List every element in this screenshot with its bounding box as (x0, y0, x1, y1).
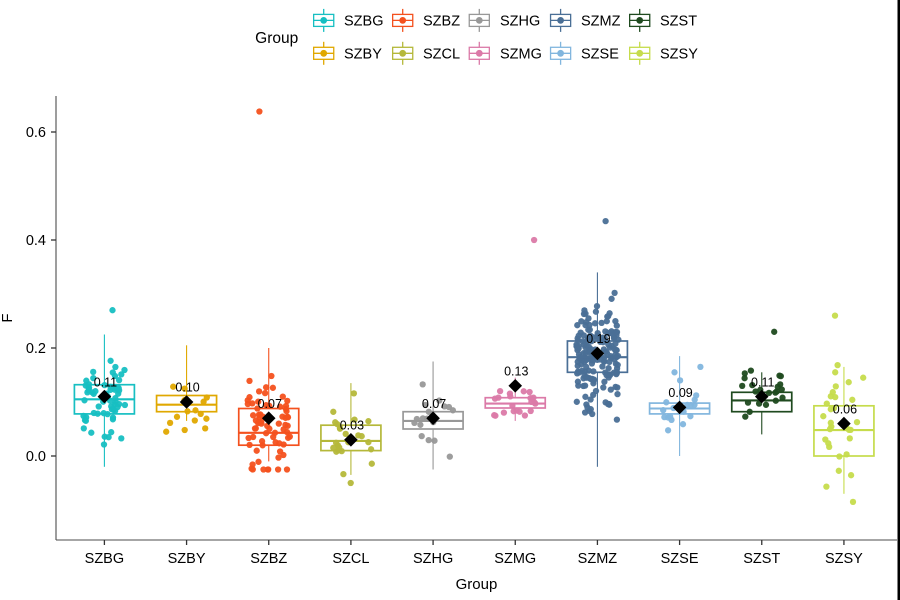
svg-text:SZBZ: SZBZ (423, 13, 460, 29)
svg-text:SZBG: SZBG (85, 551, 124, 567)
svg-text:0.0: 0.0 (26, 449, 46, 465)
svg-text:0.07: 0.07 (422, 397, 446, 411)
svg-text:0.13: 0.13 (504, 365, 528, 379)
svg-text:0.07: 0.07 (258, 397, 282, 411)
svg-text:0.09: 0.09 (668, 386, 692, 400)
svg-text:SZST: SZST (660, 13, 697, 29)
svg-text:SZHG: SZHG (413, 551, 453, 567)
svg-text:SZSE: SZSE (661, 551, 699, 567)
svg-text:SZST: SZST (743, 551, 780, 567)
svg-text:Group: Group (255, 30, 298, 47)
svg-text:0.06: 0.06 (833, 402, 857, 416)
svg-text:SZHG: SZHG (500, 13, 540, 29)
svg-text:SZMZ: SZMZ (581, 13, 621, 29)
svg-text:SZSE: SZSE (581, 46, 619, 62)
svg-text:F: F (0, 313, 16, 322)
svg-text:SZMZ: SZMZ (578, 551, 618, 567)
svg-text:SZBY: SZBY (168, 551, 206, 567)
svg-text:SZBG: SZBG (344, 13, 383, 29)
svg-text:0.03: 0.03 (340, 419, 364, 433)
svg-text:0.4: 0.4 (26, 233, 46, 249)
svg-text:0.2: 0.2 (26, 341, 46, 357)
svg-text:SZBY: SZBY (344, 46, 382, 62)
svg-text:0.6: 0.6 (26, 125, 46, 141)
svg-text:SZCL: SZCL (423, 46, 460, 62)
svg-text:0.11: 0.11 (751, 375, 774, 389)
svg-text:SZCL: SZCL (332, 551, 369, 567)
svg-text:SZBZ: SZBZ (250, 551, 287, 567)
svg-text:0.10: 0.10 (175, 381, 199, 395)
svg-text:Group: Group (456, 576, 498, 593)
svg-text:0.11: 0.11 (94, 375, 117, 389)
svg-text:SZMG: SZMG (500, 46, 542, 62)
svg-text:SZMG: SZMG (494, 551, 536, 567)
svg-text:SZSY: SZSY (825, 551, 863, 567)
svg-text:SZSY: SZSY (660, 46, 698, 62)
svg-text:0.19: 0.19 (586, 332, 610, 346)
